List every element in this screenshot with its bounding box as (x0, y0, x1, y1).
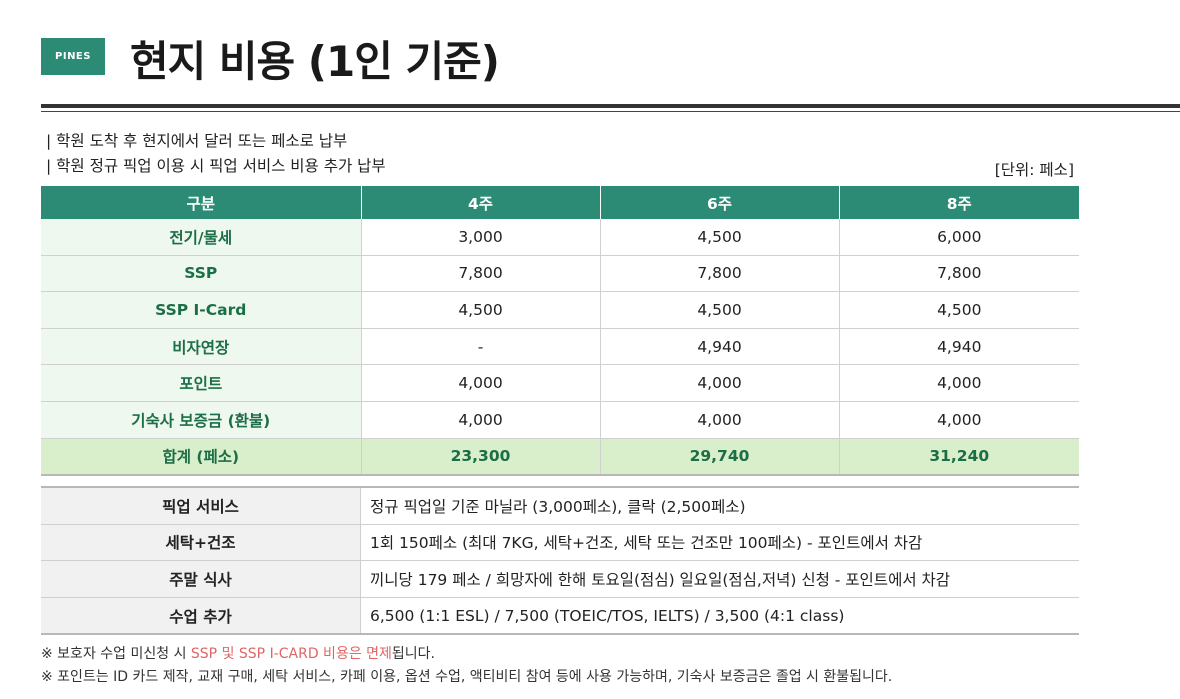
service-value: 끼니당 179 페소 / 희망자에 한해 토요일(점심) 일요일(점심,저녁) … (360, 560, 1079, 598)
table-row: 포인트 4,000 4,000 4,000 (41, 364, 1079, 402)
cell-8weeks: 4,500 (839, 291, 1079, 329)
cell-6weeks: 4,000 (600, 401, 840, 439)
header-8weeks: 8주 (839, 186, 1079, 219)
total-label: 합계 (페소) (41, 438, 362, 477)
cell-6weeks: 7,800 (600, 255, 840, 293)
service-label: 주말 식사 (41, 560, 361, 598)
cell-4weeks: 7,800 (361, 255, 601, 293)
cell-6weeks: 4,500 (600, 219, 840, 256)
row-label: 기숙사 보증금 (환불) (41, 401, 362, 439)
table-row: 비자연장 - 4,940 4,940 (41, 328, 1079, 366)
cell-4weeks: 4,500 (361, 291, 601, 329)
service-label: 세탁+건조 (41, 524, 361, 562)
service-value: 6,500 (1:1 ESL) / 7,500 (TOEIC/TOS, IELT… (370, 606, 845, 625)
table-row: 전기/물세 3,000 4,500 6,000 (41, 219, 1079, 256)
total-6weeks: 29,740 (600, 438, 840, 477)
table-row: 기숙사 보증금 (환불) 4,000 4,000 4,000 (41, 401, 1079, 439)
row-label: 포인트 (41, 364, 362, 402)
total-8weeks: 31,240 (839, 438, 1079, 477)
service-label: 수업 추가 (41, 597, 361, 635)
cell-8weeks: 4,000 (839, 401, 1079, 439)
cost-table-header: 구분 4주 6주 8주 (41, 186, 1079, 219)
row-label: SSP I-Card (41, 291, 362, 329)
table-row: SSP I-Card 4,500 4,500 4,500 (41, 291, 1079, 329)
service-label: 픽업 서비스 (41, 487, 361, 525)
row-label: SSP (41, 255, 362, 293)
cell-8weeks: 7,800 (839, 255, 1079, 293)
total-row: 합계 (페소) 23,300 29,740 31,240 (41, 438, 1079, 477)
table-row: SSP 7,800 7,800 7,800 (41, 255, 1079, 293)
title-divider-thin (41, 111, 1180, 112)
brand-badge: PINES (41, 38, 105, 75)
service-row: 주말 식사 끼니당 179 페소 / 희망자에 한해 토요일(점심) 일요일(점… (41, 560, 1079, 598)
total-4weeks: 23,300 (361, 438, 601, 477)
title-divider (41, 104, 1180, 108)
cell-4weeks: 4,000 (361, 364, 601, 402)
cell-8weeks: 4,940 (839, 328, 1079, 366)
header-4weeks: 4주 (361, 186, 601, 219)
cell-6weeks: 4,500 (600, 291, 840, 329)
cell-4weeks: 4,000 (361, 401, 601, 439)
service-row: 수업 추가 6,500 (1:1 ESL) / 7,500 (TOEIC/TOS… (41, 597, 1079, 635)
cell-4weeks: 3,000 (361, 219, 601, 256)
service-row: 세탁+건조 1회 150페소 (최대 7KG, 세탁+건조, 세탁 또는 건조만… (41, 524, 1079, 562)
cost-table: 구분 4주 6주 8주 전기/물세 3,000 4,500 6,000 SSP … (41, 186, 1079, 477)
cell-4weeks: - (361, 328, 601, 366)
service-row: 픽업 서비스 정규 픽업일 기준 마닐라 (3,000페소), 클락 (2,50… (41, 487, 1079, 525)
footnote-guardian: ※ 보호자 수업 미신청 시 SSP 및 SSP I-CARD 비용은 면제됩니… (41, 643, 435, 663)
cell-8weeks: 4,000 (839, 364, 1079, 402)
cell-6weeks: 4,000 (600, 364, 840, 402)
footnote-guardian-suffix: 됩니다. (391, 646, 436, 662)
header-6weeks: 6주 (600, 186, 840, 219)
unit-label: [단위: 페소] (994, 161, 1074, 179)
service-value: 정규 픽업일 기준 마닐라 (3,000페소), 클락 (2,500페소) (360, 487, 1079, 525)
footnote-guardian-highlight: SSP 및 SSP I-CARD 비용은 면제 (190, 646, 392, 662)
page-title: 현지 비용 (1인 기준) (130, 37, 500, 86)
header-category: 구분 (41, 186, 362, 219)
row-label: 비자연장 (41, 328, 362, 366)
note-pickup: | 학원 정규 픽업 이용 시 픽업 서비스 비용 추가 납부 (46, 157, 386, 175)
service-value: 1회 150페소 (최대 7KG, 세탁+건조, 세탁 또는 건조만 100페소… (360, 524, 1079, 562)
footnote-guardian-prefix: ※ 보호자 수업 미신청 시 (41, 646, 191, 662)
note-payment: | 학원 도착 후 현지에서 달러 또는 페소로 납부 (46, 132, 348, 150)
row-label: 전기/물세 (41, 219, 362, 256)
cell-8weeks: 6,000 (839, 219, 1079, 256)
cell-6weeks: 4,940 (600, 328, 840, 366)
services-table: 픽업 서비스 정규 픽업일 기준 마닐라 (3,000페소), 클락 (2,50… (41, 486, 1079, 636)
footnote-points: ※ 포인트는 ID 카드 제작, 교재 구매, 세탁 서비스, 카페 이용, 옵… (41, 669, 893, 685)
